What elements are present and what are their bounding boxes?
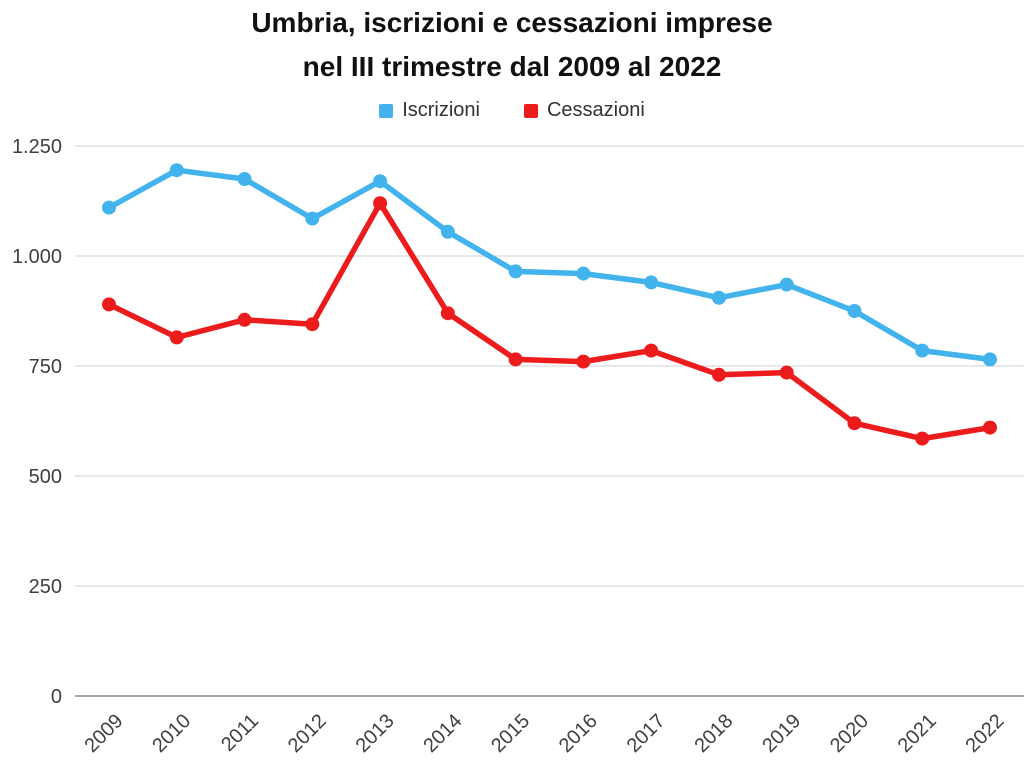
data-point-iscrizioni-2021 xyxy=(915,343,930,358)
data-point-cessazioni-2009 xyxy=(102,297,116,312)
y-tick-label-0: 0 xyxy=(51,686,62,708)
legend: Iscrizioni Cessazioni xyxy=(0,99,1024,122)
x-tick-label-2012: 2012 xyxy=(284,710,331,757)
x-tick-label-2019: 2019 xyxy=(758,710,805,757)
data-point-iscrizioni-2010 xyxy=(169,163,184,178)
data-point-iscrizioni-2017 xyxy=(644,275,659,290)
data-point-cessazioni-2020 xyxy=(847,416,862,431)
data-point-cessazioni-2012 xyxy=(305,317,320,332)
data-point-iscrizioni-2022 xyxy=(983,352,997,367)
data-point-iscrizioni-2014 xyxy=(440,224,455,239)
x-tick-label-2020: 2020 xyxy=(826,710,873,757)
y-tick-label-250: 250 xyxy=(29,576,62,598)
chart-title-line-1: Umbria, iscrizioni e cessazioni imprese xyxy=(251,7,773,38)
x-tick-label-2013: 2013 xyxy=(352,710,399,757)
chart-title-line-2: nel III trimestre dal 2009 al 2022 xyxy=(302,51,722,82)
data-point-cessazioni-2010 xyxy=(169,330,184,345)
x-tick-label-2021: 2021 xyxy=(894,710,941,757)
x-tick-label-2016: 2016 xyxy=(555,710,602,757)
data-point-iscrizioni-2011 xyxy=(237,172,252,186)
x-tick-label-2015: 2015 xyxy=(487,710,534,757)
legend-item-iscrizioni: Iscrizioni xyxy=(379,99,480,122)
data-point-iscrizioni-2012 xyxy=(305,211,320,226)
legend-item-cessazioni: Cessazioni xyxy=(523,99,645,122)
data-point-cessazioni-2015 xyxy=(508,352,523,367)
data-point-iscrizioni-2013 xyxy=(373,174,388,189)
data-point-cessazioni-2018 xyxy=(711,367,726,382)
x-tick-label-2010: 2010 xyxy=(148,710,195,757)
x-tick-label-2014: 2014 xyxy=(419,710,466,757)
series-line-iscrizioni xyxy=(106,167,993,363)
data-point-iscrizioni-2020 xyxy=(847,304,862,318)
legend-label-cessazioni: Cessazioni xyxy=(546,99,645,121)
data-point-cessazioni-2022 xyxy=(983,420,997,435)
series-line-cessazioni xyxy=(106,200,993,442)
legend-swatch-cessazioni xyxy=(523,103,538,118)
data-point-iscrizioni-2009 xyxy=(102,200,116,215)
data-point-cessazioni-2021 xyxy=(915,431,930,446)
y-tick-label-750: 750 xyxy=(29,356,62,378)
x-tick-label-2009: 2009 xyxy=(81,710,128,757)
x-tick-label-2018: 2018 xyxy=(690,710,737,757)
y-tick-label-500: 500 xyxy=(29,466,62,488)
legend-swatch-iscrizioni xyxy=(379,103,394,118)
data-point-cessazioni-2017 xyxy=(644,343,659,358)
data-point-iscrizioni-2019 xyxy=(779,277,794,292)
y-tick-label-1.000: 1.000 xyxy=(12,246,62,268)
legend-label-iscrizioni: Iscrizioni xyxy=(402,99,480,121)
data-point-iscrizioni-2016 xyxy=(576,266,591,281)
y-tick-label-1.250: 1.250 xyxy=(12,136,62,158)
data-point-cessazioni-2011 xyxy=(237,312,252,327)
x-tick-label-2022: 2022 xyxy=(962,710,1009,757)
x-tick-label-2017: 2017 xyxy=(623,710,670,757)
data-point-iscrizioni-2018 xyxy=(711,290,726,305)
data-point-cessazioni-2014 xyxy=(440,306,455,321)
data-point-cessazioni-2013 xyxy=(373,196,388,211)
data-point-iscrizioni-2015 xyxy=(508,264,523,279)
data-point-cessazioni-2019 xyxy=(779,365,794,380)
data-point-cessazioni-2016 xyxy=(576,354,591,369)
x-tick-label-2011: 2011 xyxy=(217,710,263,756)
chart-title: Umbria, iscrizioni e cessazioni imprese … xyxy=(0,1,1024,89)
